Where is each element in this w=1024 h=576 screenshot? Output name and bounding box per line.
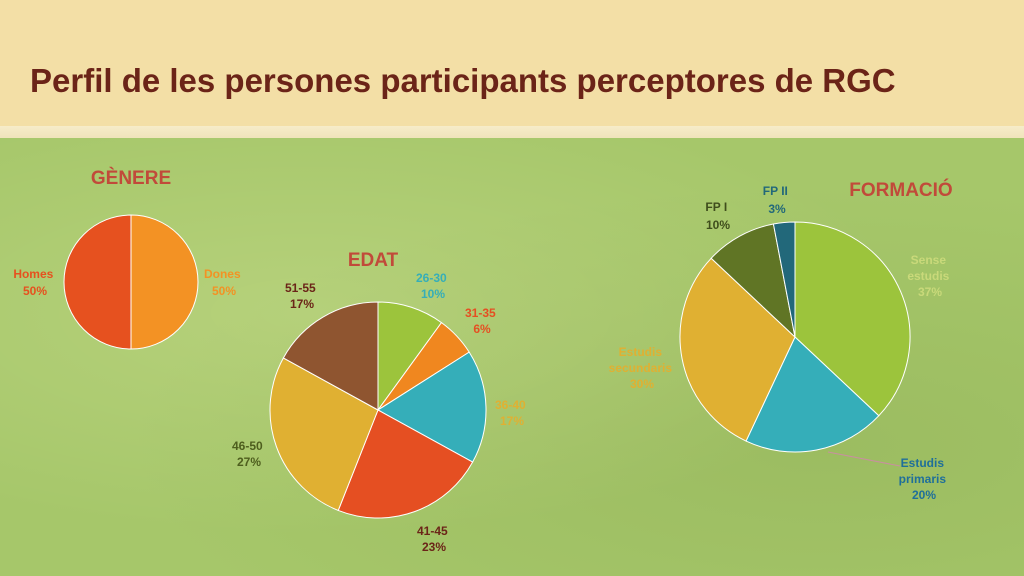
age-label-26-30: 26-30 10% [416,271,450,301]
gender-label-dones: Dones 50% [204,267,244,298]
age-slice-2 [377,351,487,463]
age-chart-title: EDAT [348,250,399,271]
header-band [0,0,1024,140]
age-label-41-45: 41-45 23% [417,524,451,554]
education-label-fp1: FP I 10% [705,200,730,232]
age-slice-5 [282,301,379,411]
gender-chart: GÈNERE Dones 50% Homes 50% [13,167,244,350]
education-label-estudis-primaris: Estudis primaris 20% [899,456,950,502]
age-label-51-55: 51-55 17% [285,281,319,311]
education-chart: FORMACIÓ Sense estudis 37% Estudis prima… [609,179,953,502]
education-chart-title: FORMACIÓ [849,179,952,201]
education-slice-4 [772,221,796,338]
slide-title: Perfil de les persones participants perc… [30,62,896,99]
gender-label-homes: Homes 50% [13,267,56,298]
education-leader-line [827,451,901,467]
education-label-fp2: FP II 3% [763,184,791,216]
education-slice-3 [710,223,796,339]
age-slice-3 [337,409,474,519]
age-label-36-40: 36-40 17% [495,398,529,428]
education-slice-2 [679,257,796,442]
education-label-estudis-secundaris: Estudis secundaris 30% [609,345,676,391]
gender-pie [63,214,199,350]
age-chart: EDAT 26-30 10% 31-35 6% 36-40 17% 41-45 … [232,250,529,554]
age-label-31-35: 31-35 6% [465,306,499,336]
age-pie [269,301,487,519]
gender-slice-0 [130,214,199,350]
gender-slice-1 [63,214,132,350]
education-pie [679,221,911,453]
age-slice-4 [269,357,379,512]
gender-chart-title: GÈNERE [91,167,171,189]
education-label-sense-estudis: Sense estudis 37% [907,253,952,299]
education-slice-0 [794,221,911,417]
education-slice-1 [745,336,880,453]
age-label-46-50: 46-50 27% [232,439,266,469]
